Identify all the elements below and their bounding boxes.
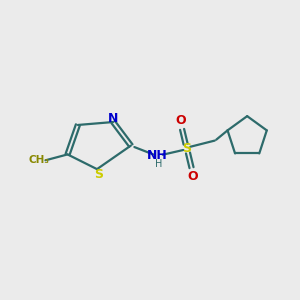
Text: H: H	[155, 159, 163, 169]
Text: S: S	[182, 142, 191, 155]
Text: N: N	[108, 112, 119, 125]
Text: O: O	[188, 170, 198, 183]
Text: NH: NH	[147, 149, 168, 162]
Text: O: O	[176, 114, 186, 127]
Text: S: S	[94, 168, 103, 181]
Text: CH₃: CH₃	[28, 155, 50, 165]
